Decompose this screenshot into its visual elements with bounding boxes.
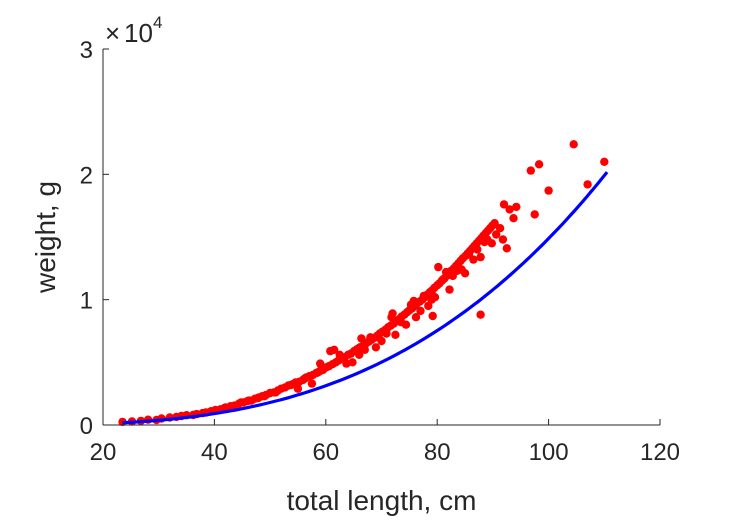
data-point: [490, 219, 499, 228]
data-point: [445, 285, 454, 294]
data-point: [388, 309, 397, 318]
data-point: [469, 255, 478, 264]
data-point: [360, 345, 369, 354]
data-point: [428, 311, 437, 321]
data-point: [293, 384, 303, 393]
data-point: [300, 374, 309, 383]
y-exponent-times: ×: [105, 18, 120, 48]
scatter-points: [118, 140, 609, 427]
data-point: [569, 140, 578, 149]
data-point: [330, 345, 339, 354]
x-tick-label: 40: [201, 439, 228, 466]
y-tick-label: 2: [80, 162, 93, 189]
data-point: [438, 275, 447, 284]
data-point: [487, 239, 496, 248]
y-axis-title: weight, g: [30, 181, 61, 294]
data-point: [411, 313, 421, 322]
data-point: [430, 293, 440, 302]
data-point: [505, 205, 514, 214]
data-point: [544, 186, 553, 195]
data-point: [313, 368, 323, 377]
data-point: [371, 343, 381, 352]
data-point: [287, 380, 296, 390]
x-axis-title: total length, cm: [287, 485, 477, 516]
data-point: [244, 396, 254, 405]
data-point: [476, 252, 485, 262]
data-point: [307, 379, 317, 388]
data-point: [434, 262, 443, 272]
data-point: [583, 180, 592, 189]
data-point: [316, 359, 325, 368]
data-point: [512, 202, 521, 212]
data-point: [476, 310, 485, 319]
y-tick-label: 0: [80, 413, 93, 440]
x-tick-label: 60: [312, 439, 339, 466]
data-point: [460, 269, 470, 278]
data-point: [530, 210, 539, 219]
data-point: [502, 244, 511, 253]
ticks: 20 40 60 80 100 120 0 1 2 3: [80, 37, 680, 466]
data-point: [357, 334, 366, 343]
y-tick-label: 3: [80, 37, 93, 64]
y-exponent-base: 10: [124, 18, 153, 48]
data-point: [391, 330, 400, 339]
y-exponent-power: 4: [153, 13, 162, 32]
x-tick-label: 80: [424, 439, 451, 466]
data-point: [600, 157, 609, 166]
data-point: [382, 329, 391, 338]
x-tick-label: 100: [529, 439, 569, 466]
data-point: [419, 291, 428, 301]
data-point: [499, 200, 509, 209]
data-point: [409, 296, 418, 306]
data-point: [534, 160, 544, 169]
fit-line: [122, 171, 609, 425]
data-point: [495, 224, 505, 233]
data-point: [509, 214, 518, 223]
data-point: [492, 230, 501, 239]
data-point: [441, 267, 451, 277]
data-point: [335, 350, 344, 359]
x-tick-label: 20: [90, 439, 117, 466]
data-point: [260, 392, 269, 401]
x-tick-label: 120: [640, 439, 680, 466]
data-point: [348, 358, 357, 367]
data-point: [526, 166, 535, 175]
data-point: [253, 393, 262, 403]
data-point: [355, 350, 364, 359]
y-tick-label: 1: [80, 288, 93, 315]
data-point: [366, 333, 375, 342]
data-point: [498, 235, 508, 244]
data-point: [401, 320, 411, 329]
data-point: [424, 301, 433, 311]
axes: [102, 49, 660, 426]
data-point: [236, 398, 246, 407]
y-exponent-label: × 10 4: [105, 13, 162, 48]
data-point: [377, 336, 386, 346]
data-point: [473, 245, 482, 254]
data-point: [416, 306, 425, 316]
data-point: [271, 388, 280, 397]
